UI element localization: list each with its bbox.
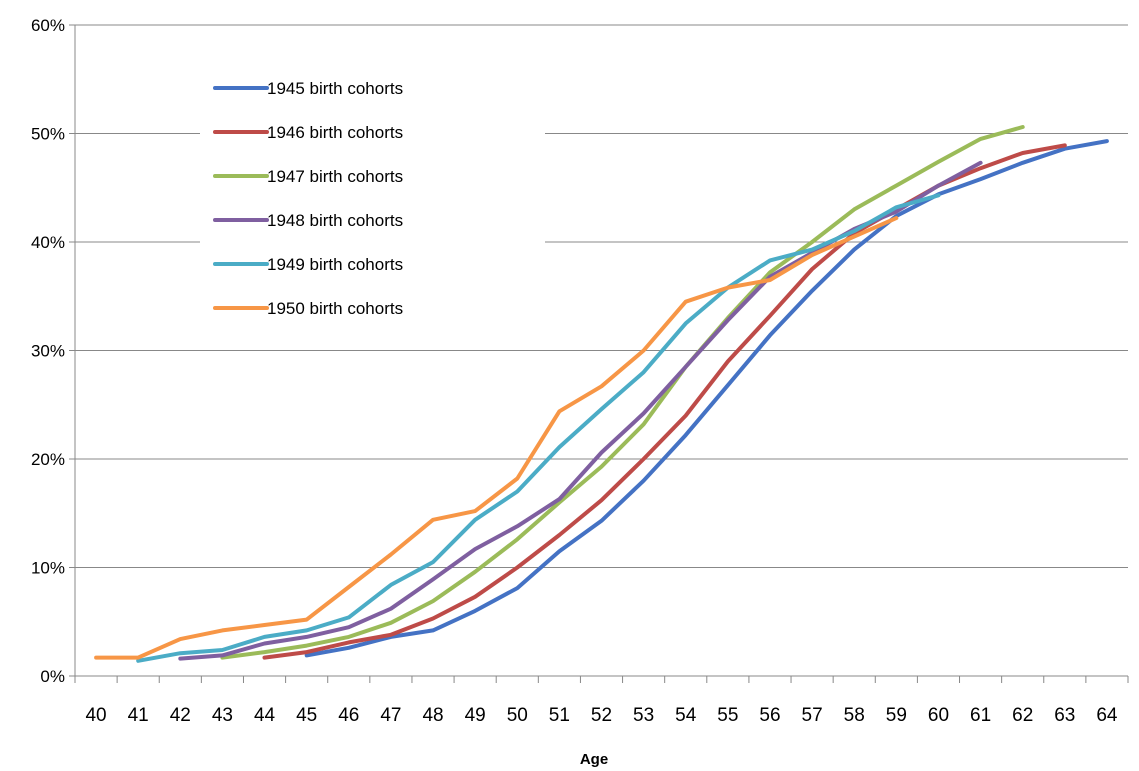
legend-label: 1949 birth cohorts xyxy=(267,255,403,274)
legend-background xyxy=(200,66,545,334)
x-tick-label: 42 xyxy=(170,705,191,726)
x-tick-label: 49 xyxy=(465,705,486,726)
legend-label: 1950 birth cohorts xyxy=(267,299,403,318)
x-tick-label: 48 xyxy=(422,705,443,726)
series-line-1950 xyxy=(94,216,899,660)
legend: 1945 birth cohorts 1946 birth cohorts 1947… xyxy=(213,79,403,318)
x-tick-label: 54 xyxy=(675,705,697,726)
x-tick-label: 55 xyxy=(717,705,738,726)
legend-label: 1946 birth cohorts xyxy=(267,123,403,142)
y-tick-label: 0% xyxy=(40,667,65,686)
x-tick-label: 51 xyxy=(549,705,570,726)
x-tick-label: 45 xyxy=(296,705,317,726)
x-tick-label: 62 xyxy=(1012,705,1033,726)
y-tick-label: 20% xyxy=(31,450,65,469)
x-tick-label: 52 xyxy=(591,705,612,726)
series-line-1947 xyxy=(220,125,1025,660)
series-line-1949 xyxy=(136,193,941,663)
y-tick-label: 40% xyxy=(31,233,65,252)
x-tick-label: 44 xyxy=(254,705,276,726)
x-tick-label: 63 xyxy=(1054,705,1075,726)
x-axis-title: Age xyxy=(580,751,608,768)
x-tick-label: 64 xyxy=(1096,705,1118,726)
y-tick-label: 60% xyxy=(31,16,65,35)
x-tick-label: 61 xyxy=(970,705,991,726)
y-tick-label: 50% xyxy=(31,125,65,144)
axes: 0% 10% 20% 30% 40% 50% 60% 40 41 42 43 44 45 46 47 48 49… xyxy=(31,16,1129,726)
x-tick-label: 58 xyxy=(844,705,865,726)
series-lines xyxy=(94,125,1109,663)
y-tick-label: 30% xyxy=(31,342,65,361)
x-tick-label: 40 xyxy=(85,705,106,726)
x-tick-label: 43 xyxy=(212,705,233,726)
series-line-1945 xyxy=(304,139,1109,658)
legend-box xyxy=(200,66,545,334)
y-tick-label: 10% xyxy=(31,559,65,578)
x-tick-label: 56 xyxy=(759,705,780,726)
x-tick-label: 57 xyxy=(802,705,823,726)
x-tick-label: 46 xyxy=(338,705,359,726)
legend-label: 1945 birth cohorts xyxy=(267,79,403,98)
x-tick-label: 60 xyxy=(928,705,949,726)
legend-label: 1948 birth cohorts xyxy=(267,211,403,230)
x-tick-label: 53 xyxy=(633,705,654,726)
x-tick-label: 47 xyxy=(380,705,401,726)
x-tick-label: 41 xyxy=(128,705,149,726)
x-tick-label: 50 xyxy=(507,705,528,726)
legend-label: 1947 birth cohorts xyxy=(267,167,403,186)
x-tick-label: 59 xyxy=(886,705,907,726)
